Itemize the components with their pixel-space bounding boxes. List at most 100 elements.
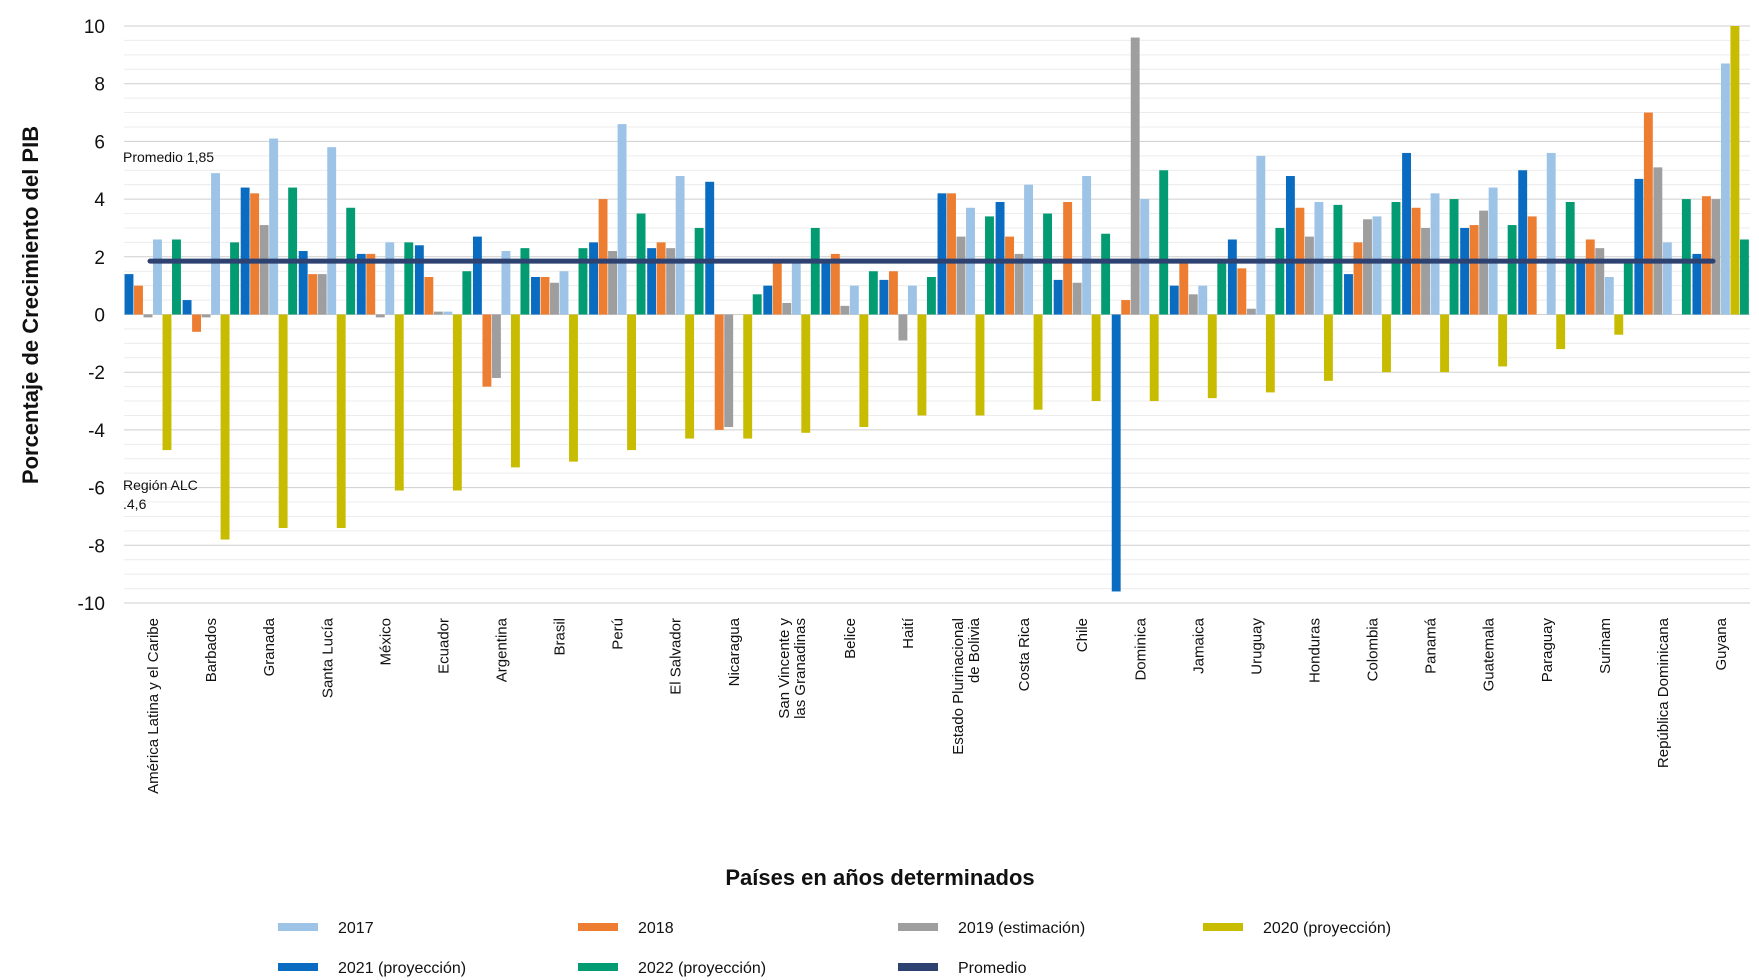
bar [1614,314,1624,335]
legend-swatch [1203,923,1243,931]
bar [1014,253,1024,315]
y-tick-label: 4 [94,190,105,211]
x-category-label: El Salvador [668,618,685,695]
x-category-label: Colombia [1365,617,1382,681]
bar [385,242,395,315]
bar [1304,236,1314,315]
legend-swatch [898,923,938,931]
bar [1653,167,1663,315]
bar [608,251,618,315]
bar [1421,227,1431,315]
region-annotation-line2: .4,6 [123,496,147,512]
bar [1440,314,1450,373]
bar [501,251,511,315]
bar [143,314,153,318]
bar [917,314,927,416]
bar [1323,314,1333,381]
bar [1363,219,1372,315]
bar [907,285,917,315]
bar [1198,285,1208,315]
bar [520,248,530,315]
bar [491,314,501,378]
bar [1207,314,1217,399]
bar [510,314,520,468]
bar [134,285,143,315]
bar [1265,314,1275,393]
bar [569,314,578,462]
bar [327,147,337,315]
bar [404,242,414,315]
bar [1460,227,1470,315]
bar [1246,308,1256,315]
bar [1072,282,1082,315]
bar [1604,276,1614,315]
bar [840,305,850,315]
legend-label: 2021 (proyección) [338,960,466,977]
x-category-label: Argentina [493,617,510,682]
bar [220,314,230,540]
bar [1024,184,1034,315]
x-category-label: Chile [1074,618,1091,652]
bar [1527,216,1537,315]
bar [1140,199,1150,315]
bar [772,262,782,315]
bar [1217,259,1227,315]
bar [1720,63,1730,315]
bar [975,314,985,416]
bar [1430,193,1440,315]
x-category-label: Paraguay [1539,618,1556,683]
bar [124,274,134,315]
y-tick-label: -10 [78,594,105,615]
bar [298,251,308,315]
bar [550,282,559,315]
bar [724,314,734,428]
bar [995,201,1005,315]
bar [578,248,588,315]
bar [1730,26,1740,315]
bar [472,236,482,315]
bar [937,193,947,315]
bar [230,242,240,315]
bar [956,236,966,315]
bars [124,26,1749,592]
y-axis-ticks: -10 -8 -6 -4 -2 0 2 4 6 8 10 [78,17,106,615]
bar [1739,239,1749,315]
legend-label: 2018 [638,920,674,937]
legend-swatch [578,923,618,931]
bar [1353,242,1363,315]
y-tick-label: -4 [88,421,105,442]
x-category-label: Ecuador [435,618,452,674]
x-category-label: Barbados [203,618,220,682]
bar [1033,314,1043,410]
x-category-label: Jamaica [1190,617,1207,674]
bar [879,279,889,315]
bar [288,187,298,315]
bar [810,227,820,315]
bar [1488,187,1498,315]
bar [1576,259,1586,315]
bar [849,285,859,315]
bar [317,274,327,315]
bar [192,314,202,332]
x-category-label: México [377,618,394,666]
bar [1082,176,1092,315]
bar [675,176,685,315]
bar [259,225,269,315]
y-tick-label: 10 [84,17,105,38]
bar [452,314,462,491]
bar [763,285,773,315]
y-tick-label: -2 [88,363,105,384]
bar [433,311,443,315]
x-category-label-line: las Granadinas [792,618,809,719]
bar [1005,236,1015,315]
bar [926,276,936,315]
bar [308,274,318,315]
x-category-label: Surinam [1597,618,1614,674]
bar [1662,242,1672,315]
bar [240,187,250,315]
bar [540,276,550,315]
bar [782,302,792,315]
bar [1498,314,1508,367]
bar [1188,294,1198,315]
x-category-label: Costa Rica [1016,617,1033,691]
